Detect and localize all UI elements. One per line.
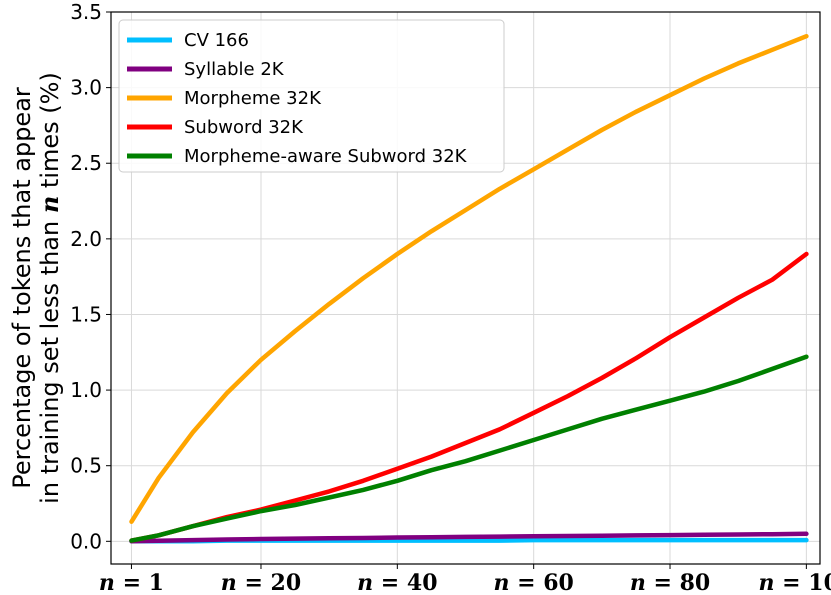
y-axis-label-line2: in training set less than n times (%) (35, 72, 64, 504)
legend: CV 166 Syllable 2K Morpheme 32K Subword 32K… (118, 19, 505, 173)
y-tick-label: 0.0 (70, 529, 102, 553)
plot-area-frame (110, 11, 821, 565)
x-tick-label: n = 100 (759, 570, 831, 595)
series-lines (129, 33, 809, 544)
x-tick-label: n = 60 (493, 570, 573, 595)
y-tick-label: 2.0 (70, 227, 102, 251)
legend-label-cv-166: CV 166 (184, 30, 249, 51)
y-tick-label: 3.5 (70, 0, 102, 24)
x-axis-ticks: n = 1 n = 20 n = 40 n = 60 n = 80 n = 100 (99, 564, 831, 595)
y-tick-label: 0.5 (70, 454, 102, 478)
x-tick-label: n = 20 (221, 570, 301, 595)
y-axis-label-suffix: times (%) (36, 72, 64, 196)
x-tick-label: n = 80 (630, 570, 710, 595)
legend-items: CV 166 Syllable 2K Morpheme 32K Subword 32K… (127, 30, 468, 167)
y-axis-ticks: 0.0 0.5 1.0 1.5 2.0 2.5 3.0 3.5 (70, 0, 111, 553)
y-tick-label: 3.0 (70, 76, 102, 100)
y-tick-label: 1.5 (70, 302, 102, 326)
y-axis-label-line1: Percentage of tokens that appear (8, 87, 36, 489)
y-tick-label: 2.5 (70, 151, 102, 175)
series-line-morpheme-aware-subword-32k (129, 354, 809, 543)
legend-label-syllable-2k: Syllable 2K (184, 59, 285, 80)
legend-label-subword-32k: Subword 32K (184, 117, 304, 138)
y-axis-label: Percentage of tokens that appear in trai… (8, 72, 64, 504)
series-line-syllable-2k (129, 531, 809, 544)
y-tick-label: 1.0 (70, 378, 102, 402)
y-axis-label-prefix: in training set less than (36, 213, 64, 504)
series-line-morpheme-32k (129, 33, 809, 524)
legend-label-morpheme-aware-subword-32k: Morpheme-aware Subword 32K (184, 146, 468, 167)
x-tick-label: n = 40 (357, 570, 437, 595)
legend-box (118, 19, 505, 173)
legend-label-morpheme-32k: Morpheme 32K (184, 88, 322, 109)
x-tick-label: n = 1 (99, 570, 164, 595)
y-axis-label-variable: n (35, 196, 64, 213)
series-line-subword-32k (129, 251, 809, 543)
